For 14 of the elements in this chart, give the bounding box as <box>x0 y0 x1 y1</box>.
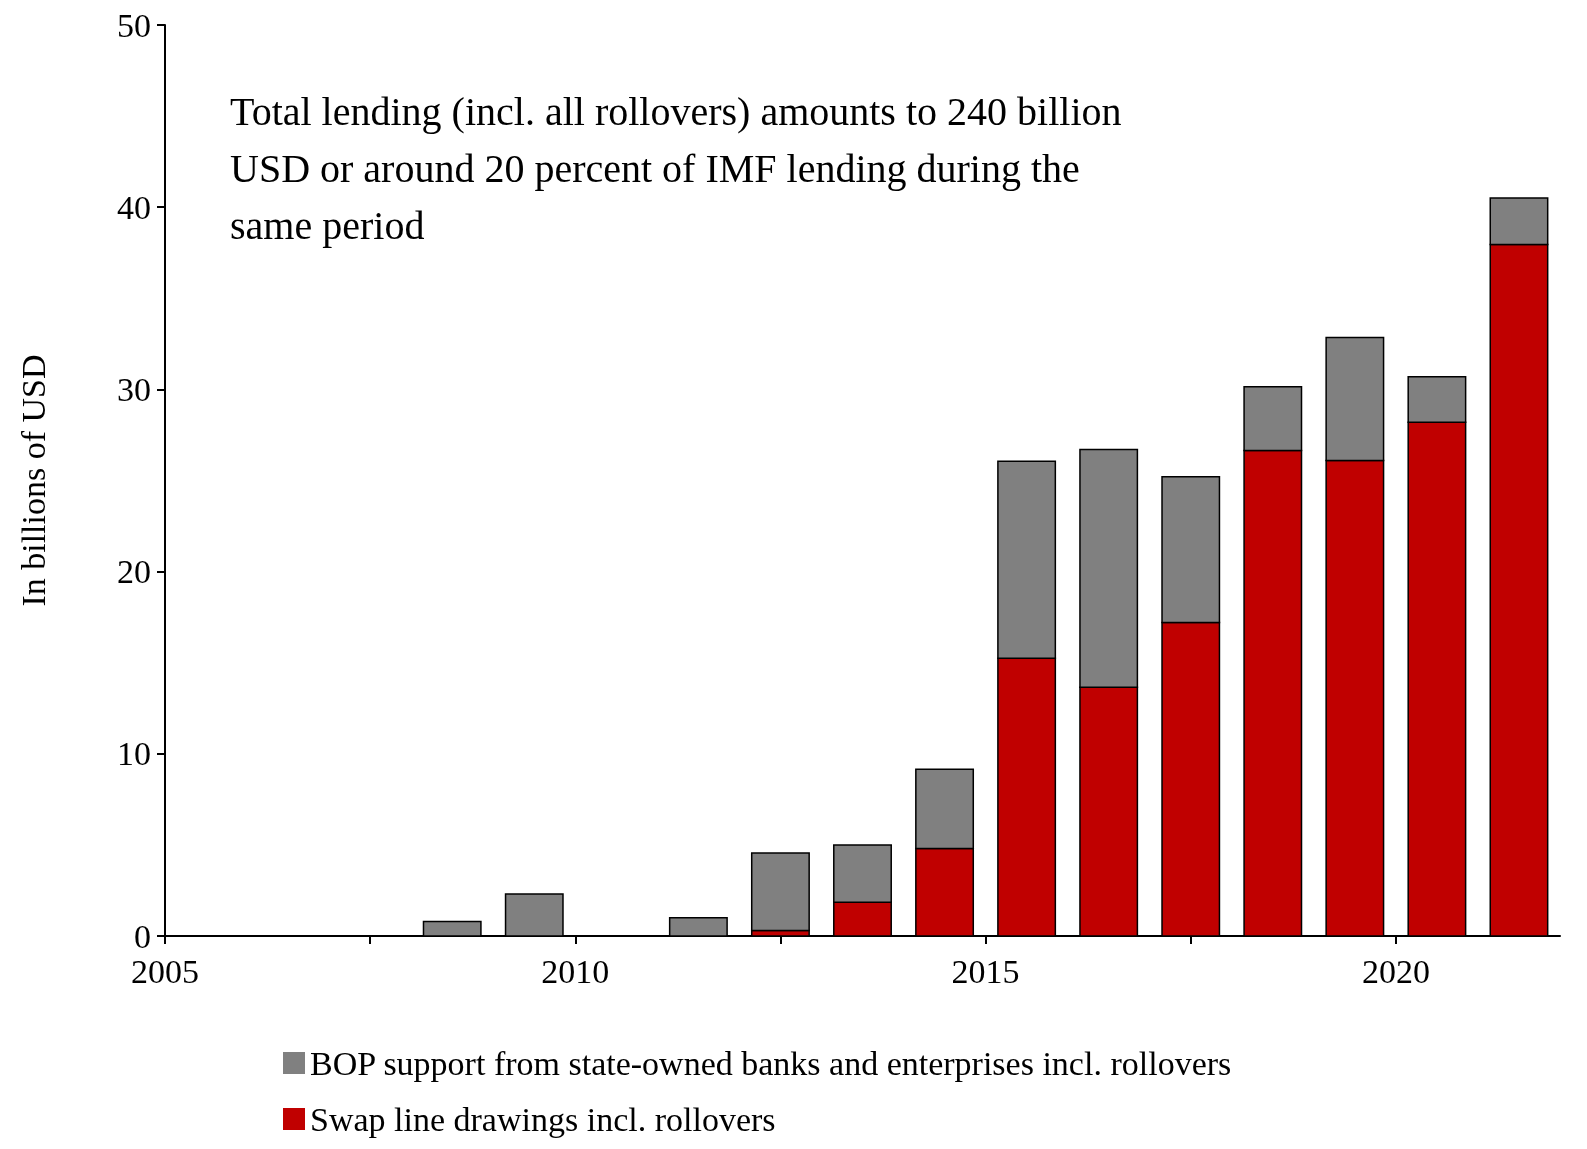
y-tick-label: 0 <box>134 917 151 955</box>
x-tick-label: 2020 <box>1361 952 1430 990</box>
y-tick-label: 10 <box>117 735 151 773</box>
y-tick-label: 40 <box>117 188 151 226</box>
x-tick-label: 2005 <box>131 952 199 990</box>
x-tick-label: 2010 <box>541 952 610 990</box>
annotation: Total lending (incl. all rollovers) amounts to 240 billion USD or around 20 percent of IMF lending during the same period <box>230 89 1132 248</box>
y-axis-title: In billions of USD <box>14 354 52 607</box>
x-tick-label: 2015 <box>951 952 1020 990</box>
legend-label: BOP support from state-owned banks and enterprises incl. rollovers <box>310 1044 1232 1082</box>
legend-label: Swap line drawings incl. rollovers <box>310 1100 776 1138</box>
y-tick-label: 20 <box>117 553 151 591</box>
y-tick-label: 30 <box>117 370 151 408</box>
y-tick-label: 50 <box>117 6 151 44</box>
